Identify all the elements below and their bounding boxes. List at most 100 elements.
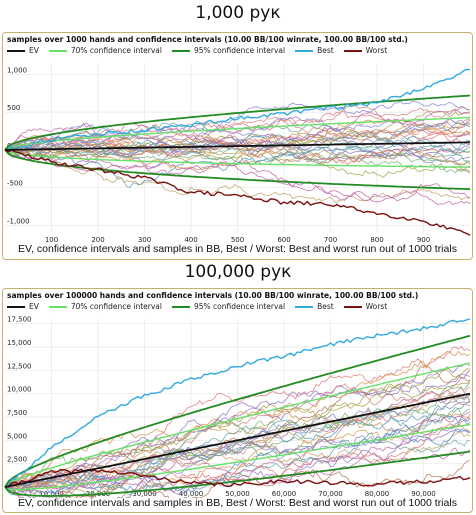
sample-line [4, 432, 471, 496]
sample-line [4, 147, 471, 174]
chart-title: samples over 100000 hands and confidence… [7, 291, 419, 300]
sample-line [4, 350, 471, 488]
ev-line [4, 141, 471, 151]
chart-panel-100000: samples over 100000 hands and confidence… [2, 288, 473, 513]
sample-line [4, 380, 471, 498]
legend-label-ev: EV [29, 46, 39, 55]
ci70-upper-line [4, 362, 471, 488]
y-tick-label: 5,000 [7, 432, 27, 440]
ci95-lower-line [4, 149, 471, 191]
y-tick-label: 1,000 [7, 66, 27, 74]
y-tick-label: 10,000 [7, 386, 32, 394]
legend-ci95: 95% confidence interval [171, 46, 286, 55]
legend-label-ci95: 95% confidence interval [193, 302, 286, 311]
ci70-upper-line [4, 116, 471, 151]
y-tick-label: 7,500 [7, 409, 27, 417]
sample-line [4, 100, 471, 151]
legend-label-best: Best [317, 302, 334, 311]
sample-line [4, 362, 471, 490]
y-tick-label: -1,000 [7, 217, 30, 225]
chart-legend: EV 70% confidence interval 95% confidenc… [7, 46, 397, 55]
legend-worst: Worst [343, 302, 388, 311]
legend-best: Best [295, 46, 334, 55]
chart-caption: EV, confidence intervals and samples in … [18, 497, 457, 509]
x-tick-label: 100 [45, 236, 58, 244]
legend-worst: Worst [343, 46, 388, 55]
legend-label-ci70: 70% confidence interval [70, 302, 162, 311]
y-tick-label: 15,000 [7, 339, 32, 347]
x-tick-label: 30,000 [132, 490, 157, 498]
legend-ci70: 70% confidence interval [48, 46, 162, 55]
sample-line [4, 139, 471, 166]
legend-label-ci70: 70% confidence interval [70, 46, 162, 55]
sample-line [4, 400, 471, 491]
legend-swatch-worst [343, 49, 362, 52]
legend-swatch-best [295, 49, 314, 52]
chart-panel-1000: samples over 1000 hands and confidence i… [2, 32, 473, 260]
legend-swatch-ev [7, 305, 25, 308]
x-tick-label: 700 [324, 236, 337, 244]
x-tick-label: 50,000 [225, 490, 250, 498]
sample-line [4, 447, 471, 492]
heading-1000: 1,000 рук [195, 3, 281, 23]
x-tick-label: 300 [138, 236, 151, 244]
ci95-upper-line [4, 94, 471, 151]
legend-label-worst: Worst [365, 302, 388, 311]
legend-swatch-ci70 [48, 305, 67, 308]
y-tick-label: 12,500 [7, 362, 32, 370]
legend-swatch-ci95 [171, 49, 190, 52]
legend-ci95: 95% confidence interval [171, 302, 286, 311]
legend-label-ev: EV [29, 302, 39, 311]
legend-swatch-worst [343, 305, 362, 308]
ci95-lower-line [4, 450, 471, 497]
ci70-lower-line [4, 423, 471, 491]
y-tick-label: 2,500 [7, 456, 27, 464]
sample-line [4, 142, 471, 163]
legend-swatch-best [295, 305, 314, 308]
legend-swatch-ci70 [48, 49, 67, 52]
worst-run-line [4, 468, 471, 488]
x-tick-label: 40,000 [179, 490, 204, 498]
chart-title: samples over 1000 hands and confidence i… [7, 35, 408, 44]
heading-100000: 100,000 рук [184, 262, 292, 282]
y-tick-label: 500 [7, 104, 20, 112]
x-tick-label: 80,000 [365, 490, 390, 498]
sample-line [4, 147, 471, 204]
best-run-line [4, 68, 471, 151]
legend-label-ci95: 95% confidence interval [193, 46, 286, 55]
sample-line [4, 116, 471, 151]
chart-legend: EV 70% confidence interval 95% confidenc… [7, 302, 397, 311]
x-tick-label: 90,000 [411, 490, 436, 498]
x-tick-label: 900 [417, 236, 430, 244]
worst-run-line [4, 149, 471, 236]
x-tick-label: 500 [231, 236, 244, 244]
y-tick-label: 17,500 [7, 316, 32, 324]
x-tick-label: 60,000 [272, 490, 297, 498]
ci95-upper-line [4, 334, 471, 488]
legend-swatch-ci95 [171, 305, 190, 308]
x-tick-label: 800 [370, 236, 383, 244]
plot-area-100000: 10,000 20,000 30,000 40,000 50,000 60,000 70,0… [4, 316, 471, 498]
legend-label-worst: Worst [365, 46, 388, 55]
ev-line [4, 392, 471, 488]
plot-area-1000: 100 200 300 400 500 600 700 800 9001,0005000-500… [4, 63, 471, 244]
x-tick-label: 600 [277, 236, 290, 244]
y-tick-label: -500 [7, 180, 23, 188]
sample-line [4, 428, 471, 498]
legend-swatch-ev [7, 49, 25, 52]
best-run-line [4, 318, 471, 488]
chart-caption: EV, confidence intervals and samples in … [18, 243, 457, 255]
x-tick-label: 10,000 [39, 490, 64, 498]
sample-line [4, 148, 471, 206]
sample-line [4, 373, 471, 489]
legend-label-best: Best [317, 46, 334, 55]
sample-line [4, 137, 471, 158]
legend-ci70: 70% confidence interval [48, 302, 162, 311]
sample-line [4, 123, 471, 152]
legend-ev: EV [7, 46, 39, 55]
sample-line [4, 127, 471, 153]
x-tick-label: 200 [91, 236, 104, 244]
sample-line [4, 431, 471, 490]
sample-line [4, 416, 471, 495]
sample-line [4, 103, 471, 157]
